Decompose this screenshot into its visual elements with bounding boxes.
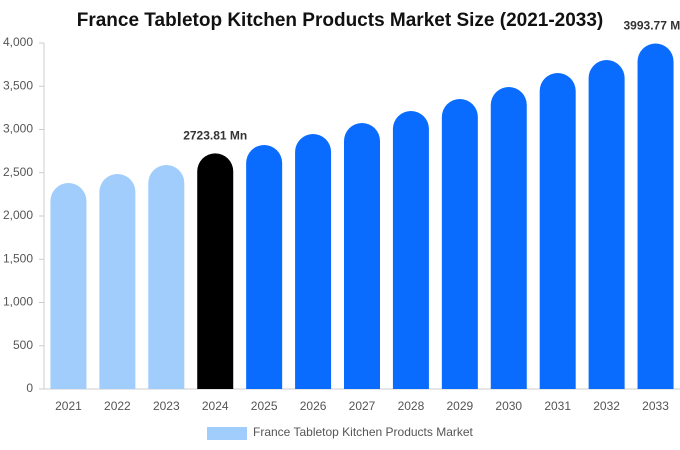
bar xyxy=(392,110,429,389)
x-tick-label: 2021 xyxy=(55,399,82,413)
bar xyxy=(490,87,527,389)
bar xyxy=(50,183,87,389)
y-tick-label: 4,000 xyxy=(3,35,33,49)
x-tick-label: 2022 xyxy=(104,399,131,413)
y-tick-label: 0 xyxy=(26,381,33,395)
x-tick-label: 2032 xyxy=(593,399,620,413)
x-tick-label: 2027 xyxy=(349,399,376,413)
x-tick-label: 2033 xyxy=(642,399,669,413)
y-tick-label: 3,500 xyxy=(3,78,33,92)
y-tick-label: 500 xyxy=(13,338,33,352)
x-tick-label: 2025 xyxy=(251,399,278,413)
legend-swatch xyxy=(207,427,247,440)
x-tick-label: 2028 xyxy=(398,399,425,413)
chart-title: France Tabletop Kitchen Products Market … xyxy=(77,10,604,31)
x-tick-label: 2029 xyxy=(446,399,473,413)
x-tick-label: 2023 xyxy=(153,399,180,413)
x-tick-label: 2031 xyxy=(544,399,571,413)
x-tick-label: 2030 xyxy=(495,399,522,413)
bar xyxy=(246,144,283,389)
y-tick-label: 2,500 xyxy=(3,165,33,179)
x-tick-label: 2026 xyxy=(300,399,327,413)
bar xyxy=(148,164,185,389)
legend-label: France Tabletop Kitchen Products Market xyxy=(253,425,474,439)
x-tick-label: 2024 xyxy=(202,399,229,413)
value-label: 3993.77 Mn xyxy=(624,19,680,33)
value-label: 2723.81 Mn xyxy=(183,129,247,143)
bar xyxy=(637,43,674,390)
bar xyxy=(197,153,234,389)
bar xyxy=(99,173,136,389)
y-tick-label: 3,000 xyxy=(3,122,33,136)
bar xyxy=(539,73,576,389)
bar xyxy=(588,60,625,389)
y-tick-label: 1,000 xyxy=(3,295,33,309)
y-tick-label: 1,500 xyxy=(3,251,33,265)
y-tick-label: 2,000 xyxy=(3,208,33,222)
bar xyxy=(441,98,478,389)
bar xyxy=(344,123,380,389)
bar xyxy=(295,133,332,389)
